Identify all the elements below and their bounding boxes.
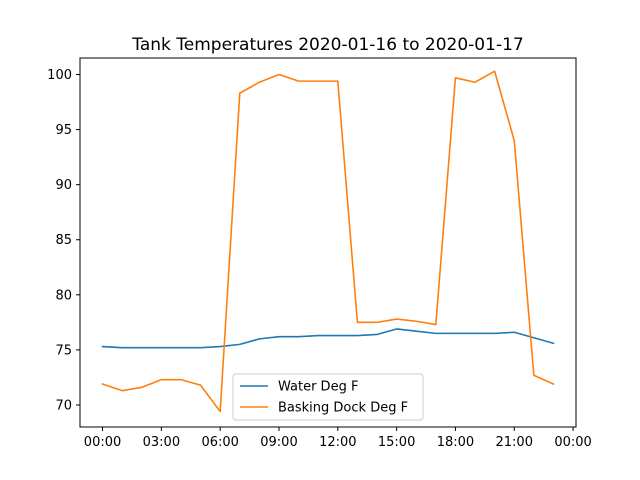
legend-label: Basking Dock Deg F xyxy=(278,401,408,416)
x-tick-label: 03:00 xyxy=(143,435,180,450)
x-tick-label: 15:00 xyxy=(378,435,415,450)
y-tick-label: 75 xyxy=(55,343,72,358)
legend-label: Water Deg F xyxy=(278,380,358,395)
axes-layer: 00:00 03:00 06:00 09:00 12:00 15:00 18:00 21:00… xyxy=(47,57,592,450)
x-tick-label: 00:00 xyxy=(84,435,121,450)
x-tick-label: 09:00 xyxy=(260,435,297,450)
series-line-1 xyxy=(101,328,555,349)
y-tick-label: 90 xyxy=(55,178,72,193)
x-tick-label: 06:00 xyxy=(201,435,238,450)
y-tick-label: 100 xyxy=(47,68,72,83)
y-tick-label: 70 xyxy=(55,398,72,413)
series-layer xyxy=(101,70,555,413)
series-line-2 xyxy=(101,70,555,413)
x-tick-label: 00:00 xyxy=(554,435,591,450)
chart-title: Tank Temperatures 2020-01-16 to 2020-01-… xyxy=(131,35,523,55)
x-tick-label: 18:00 xyxy=(437,435,474,450)
y-tick-label: 95 xyxy=(55,123,72,138)
legend-box xyxy=(232,373,424,421)
y-tick-label: 85 xyxy=(55,233,72,248)
plot-frame xyxy=(79,57,577,428)
legend: Water Deg F Basking Dock Deg F xyxy=(232,373,424,421)
x-tick-label: 21:00 xyxy=(496,435,533,450)
y-tick-label: 80 xyxy=(55,288,72,303)
x-tick-label: 12:00 xyxy=(319,435,356,450)
